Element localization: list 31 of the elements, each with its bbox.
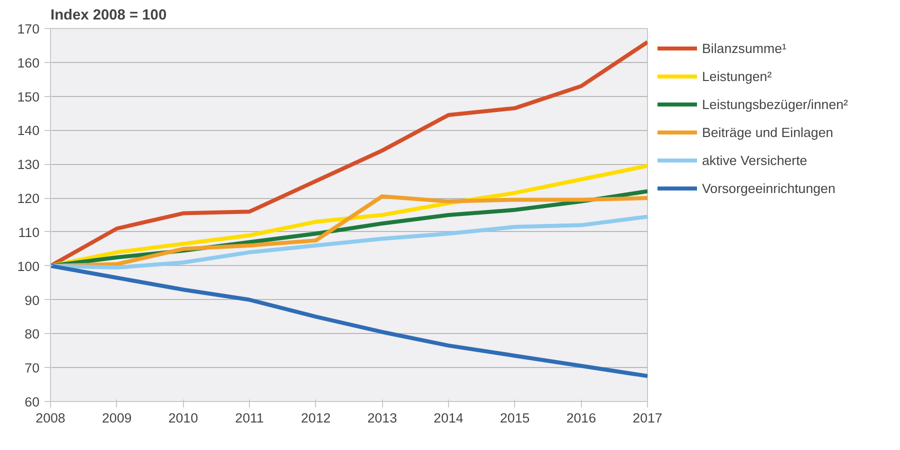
- legend-label: Leistungen²: [702, 68, 772, 84]
- y-tick-label: 70: [24, 360, 40, 376]
- x-tick-label: 2012: [301, 410, 331, 426]
- legend-label: Leistungsbezüger/innen²: [702, 96, 848, 112]
- y-tick-label: 140: [17, 123, 40, 138]
- x-tick-label: 2015: [500, 410, 530, 426]
- x-tick-label: 2009: [102, 410, 132, 426]
- y-tick-label: 160: [17, 55, 40, 70]
- line-series: [50, 264, 648, 378]
- x-tick-label: 2013: [367, 410, 397, 426]
- y-tick-label: 60: [24, 394, 40, 410]
- y-tick-label: 120: [17, 191, 40, 206]
- legend-label: Vorsorgeeinrichtungen: [702, 180, 836, 196]
- x-tick-label: 2017: [632, 410, 662, 426]
- y-tick-label: 130: [17, 157, 40, 172]
- x-tick-label: 2016: [566, 410, 596, 426]
- y-tick-label: 100: [17, 258, 40, 274]
- chart-title: Index 2008 = 100: [50, 8, 167, 24]
- x-tick-label: 2011: [235, 410, 264, 426]
- x-tick-label: 2014: [434, 410, 464, 426]
- line-series: [50, 214, 648, 270]
- legend-label: Beiträge und Einlagen: [702, 124, 834, 140]
- legend-label: aktive Versicherte: [702, 152, 808, 168]
- legend-label: Bilanzsumme¹: [702, 40, 786, 56]
- y-tick-label: 110: [18, 224, 40, 240]
- y-tick-label: 80: [24, 326, 40, 342]
- x-tick-label: 2010: [168, 410, 198, 426]
- y-tick-label: 90: [24, 292, 40, 308]
- y-tick-label: 170: [17, 22, 40, 36]
- y-tick-label: 150: [17, 89, 40, 104]
- x-tick-label: 2008: [36, 410, 66, 426]
